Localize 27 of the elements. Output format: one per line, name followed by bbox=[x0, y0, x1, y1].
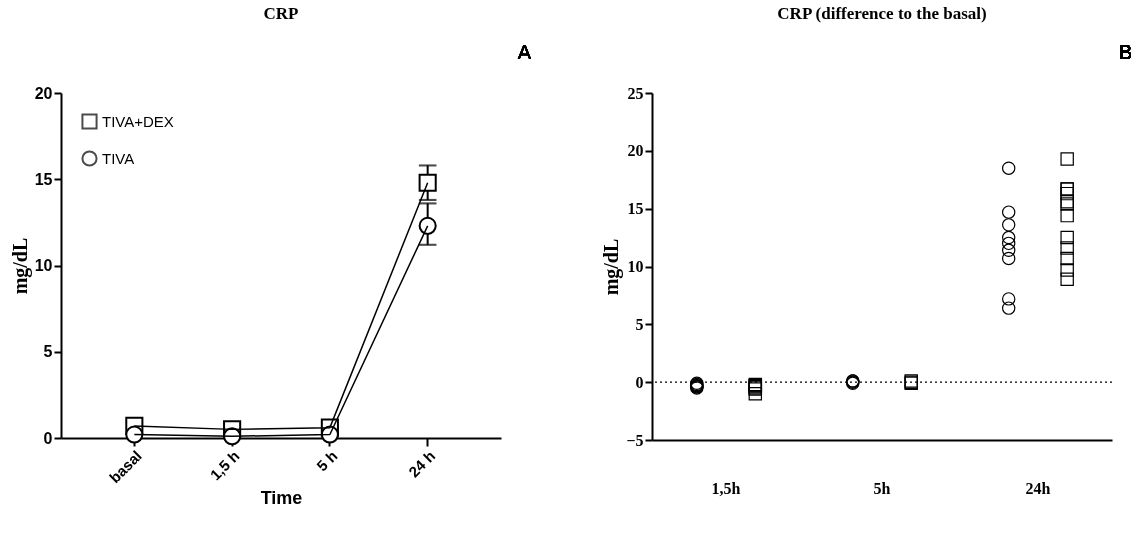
y-tick-label: 20 bbox=[34, 84, 53, 102]
legend-label: TIVA bbox=[102, 149, 135, 167]
x-tick-label: 1,5 h bbox=[206, 447, 243, 484]
text: A bbox=[517, 41, 532, 63]
y-tick-label: 5 bbox=[43, 343, 53, 361]
chart-title: CRP (difference to the basal) bbox=[777, 4, 987, 23]
x-tick-label: 24 h bbox=[405, 447, 439, 481]
chart-title: CRP bbox=[263, 4, 299, 23]
y-axis-title: mg/dL bbox=[600, 238, 624, 296]
y-tick-label: 10 bbox=[627, 258, 644, 275]
y-tick-label: 15 bbox=[627, 200, 644, 218]
y-tick-label: 10 bbox=[34, 257, 53, 274]
y-tick-label: −5 bbox=[626, 431, 644, 449]
y-tick-label: 15 bbox=[34, 170, 53, 188]
legend-label: TIVA+DEX bbox=[102, 112, 174, 130]
y-tick-label: 20 bbox=[627, 142, 644, 160]
x-tick-label: 24h bbox=[1025, 479, 1051, 497]
y-tick-label: 0 bbox=[635, 373, 644, 391]
y-tick-label: 0 bbox=[43, 429, 53, 447]
x-tick-label: 1,5h bbox=[711, 479, 741, 497]
x-tick-label: 5h bbox=[873, 479, 891, 497]
y-tick-label: 5 bbox=[635, 315, 644, 333]
text: B bbox=[1118, 41, 1132, 63]
y-axis-title: mg/dL bbox=[8, 237, 32, 295]
x-tick-label: 5 h bbox=[313, 447, 341, 475]
y-tick-label: 25 bbox=[627, 84, 644, 102]
x-axis-title: Time bbox=[260, 488, 303, 509]
